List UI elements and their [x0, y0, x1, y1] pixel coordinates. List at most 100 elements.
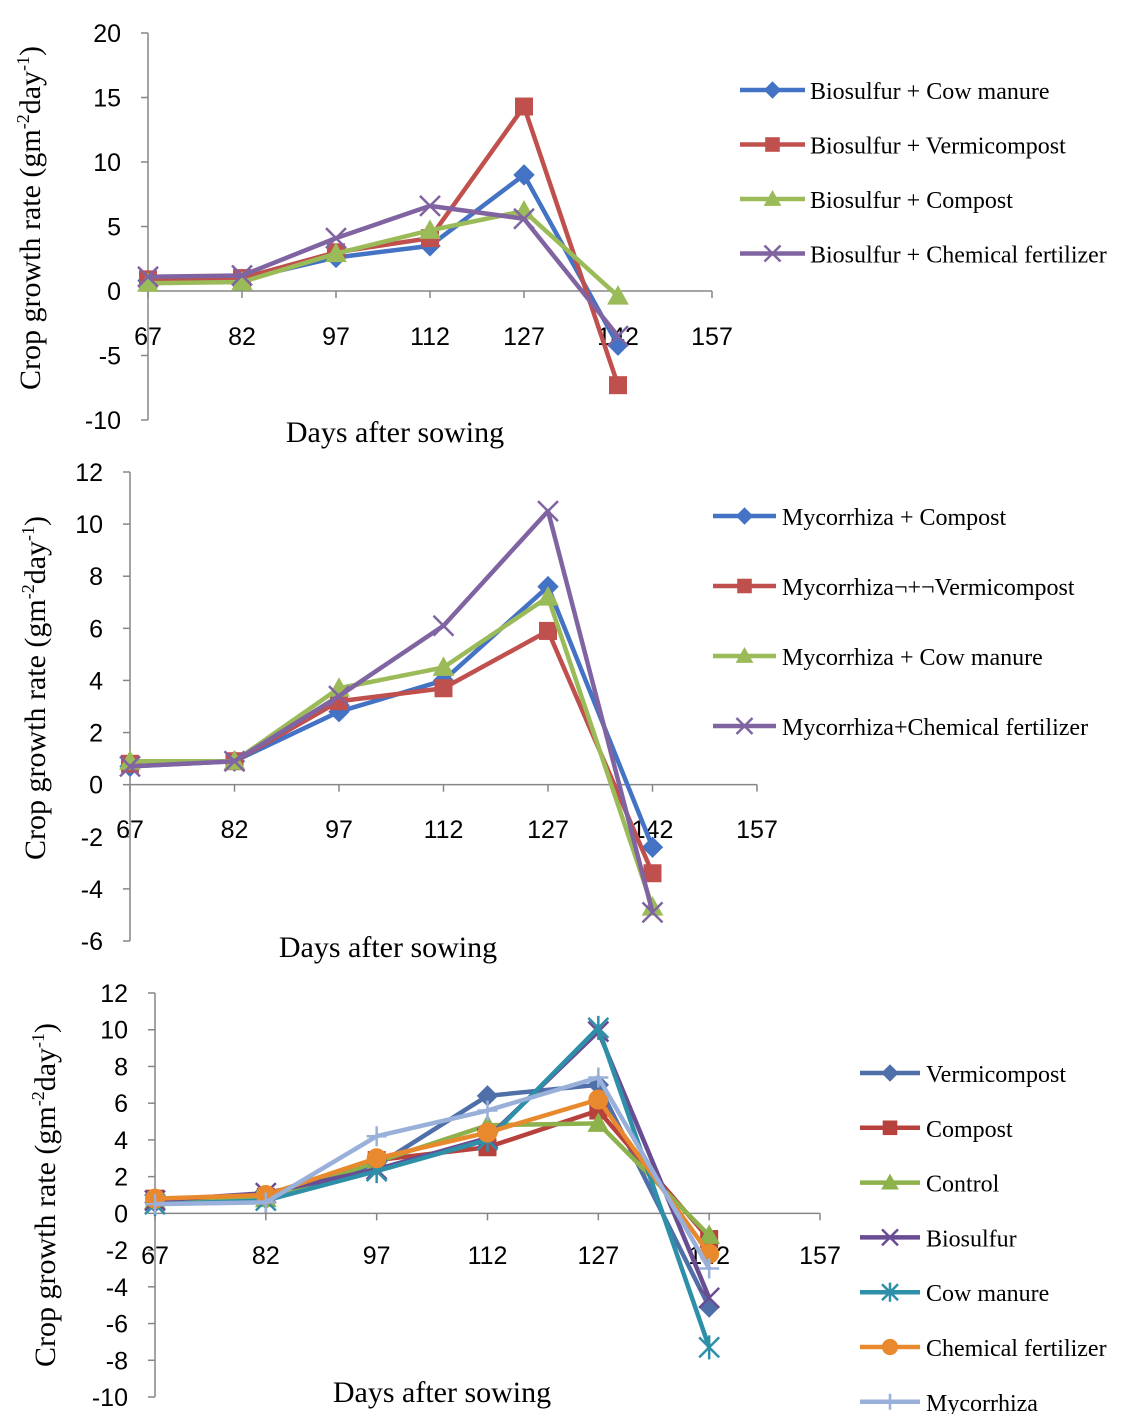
legend-label: Control — [926, 1172, 1000, 1198]
y-tick-label: -4 — [106, 1274, 128, 1302]
y-axis-title: Crop growth rate (gm-2day-1) — [28, 1023, 62, 1367]
legend-marker — [737, 578, 752, 594]
legend-marker — [763, 81, 782, 99]
legend-label: Mycorrhiza¬+¬Vermicompost — [782, 575, 1075, 601]
legend-item: Biosulfur + Cow manure — [740, 79, 1050, 105]
legend-item: Compost — [860, 1117, 1013, 1143]
y-tick-label: 6 — [89, 615, 103, 643]
data-point — [607, 325, 629, 348]
data-point — [432, 614, 455, 637]
chart-panel-3: 121086420-2-4-6-8-10678297112127142157Da… — [28, 980, 1107, 1414]
data-point — [255, 1192, 276, 1213]
legend: Mycorrhiza + Compost Mycorrhiza¬+¬Vermico… — [713, 505, 1088, 741]
legend-item: Biosulfur + Chemical fertilizer — [740, 243, 1107, 269]
legend-item: Mycorrhiza¬+¬Vermicompost — [713, 575, 1075, 601]
legend-marker — [763, 189, 782, 206]
y-tick-label: 12 — [100, 980, 128, 1008]
series-4 — [144, 1020, 721, 1309]
x-tick-label: 112 — [468, 1242, 508, 1270]
series-line — [154, 1097, 711, 1256]
x-tick-label: 157 — [736, 816, 778, 844]
data-point — [698, 1296, 720, 1318]
y-tick-label: -2 — [81, 824, 103, 852]
x-tick-label: 97 — [325, 816, 353, 844]
data-point — [325, 242, 347, 263]
x-tick-label: 67 — [134, 323, 162, 351]
data-point — [145, 1194, 165, 1215]
y-axis-title: Crop growth rate (gm-2day-1) — [18, 516, 52, 860]
series-line — [147, 203, 620, 338]
data-point — [698, 1335, 721, 1360]
legend-marker — [735, 646, 754, 663]
x-axis-title: Days after sowing — [279, 931, 497, 964]
legend-label: Mycorrhiza — [926, 1391, 1038, 1414]
series-line — [129, 584, 655, 849]
y-tick-label: 6 — [114, 1090, 128, 1118]
data-point — [537, 500, 559, 522]
y-tick-label: -4 — [81, 876, 103, 904]
legend-marker — [765, 137, 780, 152]
y-tick-label: 10 — [100, 1017, 128, 1045]
x-tick-label: 97 — [322, 323, 350, 351]
data-point — [539, 621, 557, 640]
legend-item: Control — [860, 1172, 1000, 1198]
data-point — [432, 656, 455, 676]
legend-item: Biosulfur — [860, 1226, 1017, 1252]
data-point — [607, 285, 629, 305]
y-tick-label: -10 — [85, 407, 121, 435]
data-point — [643, 864, 662, 883]
data-point — [366, 1148, 387, 1169]
series-4 — [119, 500, 664, 924]
series-3 — [137, 199, 629, 305]
y-tick-label: 2 — [89, 720, 103, 748]
x-tick-label: 67 — [116, 816, 144, 844]
x-tick-label: 112 — [424, 816, 464, 844]
data-point — [419, 219, 441, 239]
series-line — [129, 508, 655, 913]
legend: Vermicompost Compost Control Biosulfur Cow m… — [860, 1062, 1107, 1414]
y-tick-label: 4 — [114, 1127, 128, 1155]
series-7 — [145, 1067, 720, 1279]
series-line — [130, 594, 655, 908]
data-point — [588, 1067, 609, 1088]
y-tick-label: -6 — [106, 1311, 128, 1339]
y-tick-label: 20 — [93, 20, 121, 48]
legend-label: Biosulfur + Chemical fertilizer — [810, 243, 1107, 269]
x-tick-label: 157 — [691, 323, 733, 351]
series-line — [129, 628, 655, 875]
series-line — [154, 1025, 712, 1349]
series-line — [154, 1029, 712, 1299]
legend-label: Biosulfur + Compost — [810, 188, 1013, 214]
y-tick-label: 12 — [75, 459, 103, 487]
y-tick-label: 8 — [114, 1053, 128, 1081]
x-tick-label: 127 — [577, 1242, 619, 1270]
legend-marker — [881, 1282, 899, 1302]
legend-item: Mycorrhiza+Chemical fertilizer — [713, 715, 1088, 741]
x-tick-label: 157 — [799, 1242, 841, 1270]
data-point — [641, 836, 664, 858]
x-tick-label: 127 — [503, 323, 545, 351]
data-point — [477, 1100, 498, 1121]
legend-label: Cow manure — [926, 1281, 1049, 1307]
data-point — [513, 164, 535, 186]
series-line — [147, 208, 620, 298]
y-tick-label: 10 — [93, 149, 121, 177]
legend-item: Mycorrhiza + Cow manure — [713, 645, 1043, 671]
x-tick-label: 82 — [228, 323, 256, 351]
legend-item: Chemical fertilizer — [860, 1336, 1107, 1362]
x-axis-title: Days after sowing — [286, 416, 504, 449]
x-axis-title: Days after sowing — [333, 1376, 551, 1409]
y-tick-label: 0 — [107, 278, 121, 306]
series-line — [147, 172, 620, 347]
y-tick-label: -5 — [99, 343, 121, 371]
data-point — [419, 194, 441, 217]
legend-label: Biosulfur — [926, 1226, 1017, 1252]
legend-item: Biosulfur + Compost — [740, 188, 1013, 214]
legend-label: Mycorrhiza+Chemical fertilizer — [782, 715, 1088, 741]
legend-marker — [882, 1120, 898, 1136]
legend-label: Chemical fertilizer — [926, 1336, 1107, 1362]
data-point — [231, 264, 253, 287]
data-point — [366, 1126, 387, 1147]
legend-marker — [735, 507, 754, 525]
